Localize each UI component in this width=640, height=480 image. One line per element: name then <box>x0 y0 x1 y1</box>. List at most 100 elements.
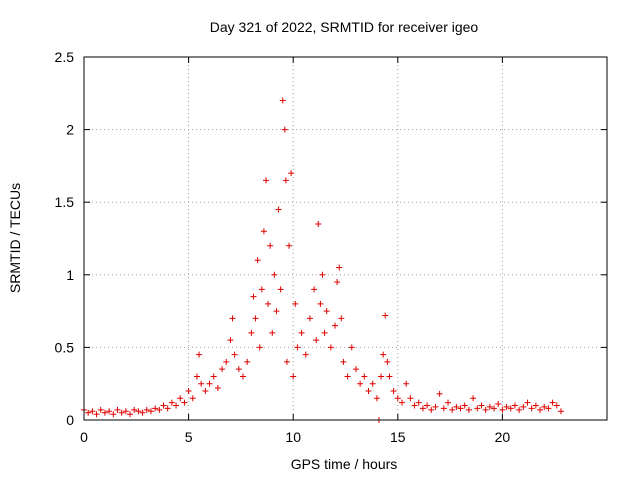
data-point <box>219 366 226 373</box>
data-point <box>131 406 138 413</box>
data-point <box>239 373 246 380</box>
data-point <box>332 322 339 329</box>
data-point <box>271 271 278 278</box>
data-point <box>252 315 259 322</box>
data-point <box>275 206 282 213</box>
data-point <box>486 403 493 410</box>
data-point <box>260 228 267 235</box>
y-tick-labels: 0 0.5 1 1.5 2 2.5 <box>55 49 75 428</box>
data-point <box>321 329 328 336</box>
data-point <box>352 366 359 373</box>
data-point <box>101 409 108 416</box>
data-point <box>147 408 154 415</box>
data-point <box>110 411 117 418</box>
data-point <box>302 351 309 358</box>
data-point <box>181 399 188 406</box>
data-point <box>97 406 104 413</box>
data-point <box>89 408 96 415</box>
data-point <box>545 405 552 412</box>
data-point <box>380 351 387 358</box>
data-point <box>286 242 293 249</box>
data-point <box>127 411 134 418</box>
data-point <box>557 408 564 415</box>
data-point <box>164 405 171 412</box>
data-point <box>196 351 203 358</box>
axis-ticks <box>83 56 607 421</box>
data-point <box>340 358 347 365</box>
data-point <box>384 358 391 365</box>
grid-lines <box>84 57 607 420</box>
data-point <box>334 279 341 286</box>
data-point <box>256 344 263 351</box>
data-point <box>474 405 481 412</box>
data-point <box>281 126 288 133</box>
data-point <box>470 395 477 402</box>
data-point <box>449 406 456 413</box>
data-point <box>193 373 200 380</box>
data-point <box>235 366 242 373</box>
data-point <box>229 315 236 322</box>
data-point <box>317 300 324 307</box>
data-point <box>168 399 175 406</box>
data-point <box>114 406 121 413</box>
y-axis-title: SRMTID / TECUs <box>7 183 23 293</box>
data-point <box>524 399 531 406</box>
data-point <box>202 387 209 394</box>
data-point <box>160 402 167 409</box>
data-point <box>206 380 213 387</box>
data-point <box>445 399 452 406</box>
data-point <box>390 387 397 394</box>
x-tick-label: 5 <box>185 429 193 445</box>
data-point <box>283 358 290 365</box>
data-point <box>248 329 255 336</box>
data-point <box>478 402 485 409</box>
data-point <box>250 293 257 300</box>
data-point <box>258 286 265 293</box>
data-point <box>269 329 276 336</box>
x-tick-labels: 0 5 10 15 20 <box>80 429 510 445</box>
data-point <box>503 403 510 410</box>
data-point <box>382 312 389 319</box>
data-point <box>407 395 414 402</box>
x-tick-label: 0 <box>80 429 88 445</box>
data-point <box>440 405 447 412</box>
y-tick-label: 0.5 <box>55 339 75 355</box>
data-point <box>315 220 322 227</box>
data-point <box>348 344 355 351</box>
data-point <box>177 395 184 402</box>
data-point <box>118 409 125 416</box>
data-point <box>298 329 305 336</box>
data-point <box>279 97 286 104</box>
data-point <box>436 390 443 397</box>
data-point <box>369 380 376 387</box>
data-point <box>357 380 364 387</box>
data-point <box>532 402 539 409</box>
data-point <box>327 344 334 351</box>
data-point <box>365 387 372 394</box>
data-point <box>93 411 100 418</box>
data-point <box>292 300 299 307</box>
data-point <box>336 264 343 271</box>
y-tick-label: 1 <box>66 267 74 283</box>
data-point <box>135 408 142 415</box>
data-point <box>457 405 464 412</box>
data-point <box>277 286 284 293</box>
data-point <box>189 395 196 402</box>
data-point <box>386 373 393 380</box>
y-tick-label: 0 <box>66 412 74 428</box>
data-point <box>495 401 502 408</box>
x-axis-title: GPS time / hours <box>291 456 398 472</box>
data-point <box>338 315 345 322</box>
data-point <box>491 405 498 412</box>
data-point <box>537 406 544 413</box>
plot-frame <box>83 56 608 421</box>
data-point <box>541 403 548 410</box>
y-tick-label: 2 <box>66 122 74 138</box>
data-point <box>210 373 217 380</box>
data-point <box>373 395 380 402</box>
data-point <box>453 403 460 410</box>
data-point <box>424 402 431 409</box>
data-point <box>511 402 518 409</box>
data-point <box>428 406 435 413</box>
data-point <box>254 257 261 264</box>
